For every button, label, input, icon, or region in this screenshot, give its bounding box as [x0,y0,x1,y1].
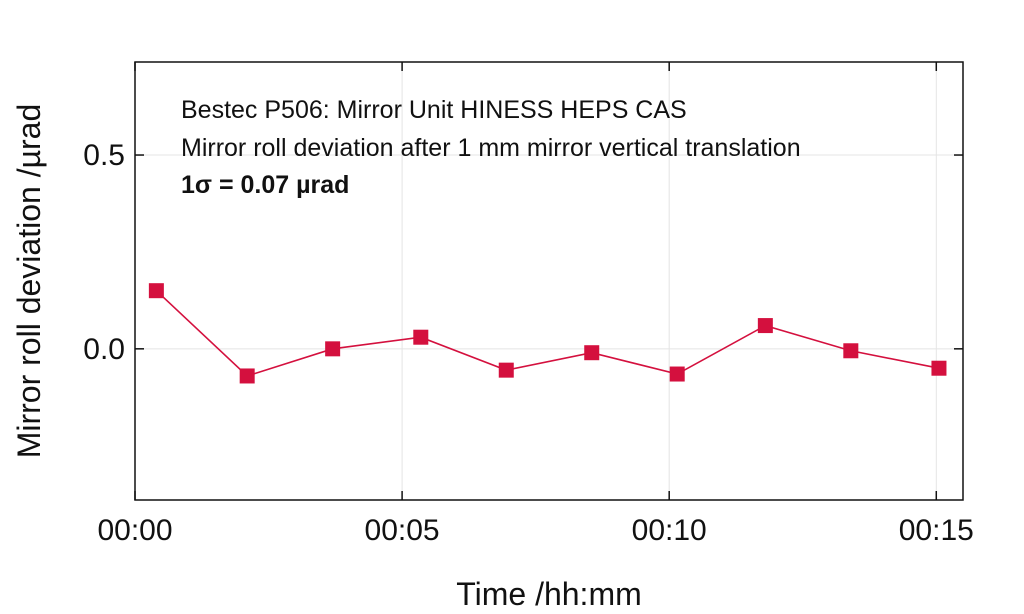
grid [134,62,963,500]
data-point-marker [239,368,255,384]
x-tick-label: 00:10 [632,514,707,547]
data-point-marker [148,283,164,299]
data-point-marker [931,360,947,376]
x-tick-label: 00:15 [899,514,974,547]
y-axis-label: Mirror roll deviation /µrad [11,104,47,459]
data-point-marker [325,341,341,357]
annotation-subtitle: Mirror roll deviation after 1 mm mirror … [181,134,801,162]
data-point-marker [498,362,514,378]
plot-frame [134,61,964,501]
annotation-sigma: 1σ = 0.07 µrad [181,171,349,199]
x-axis-label: Time /hh:mm [456,576,642,612]
annotation-title: Bestec P506: Mirror Unit HINESS HEPS CAS [181,96,687,124]
x-tick-label: 00:05 [365,514,440,547]
x-tick-label: 00:00 [97,514,172,547]
series-layer [148,283,947,384]
series-line [155,290,940,377]
data-point-marker [669,366,685,382]
y-tick-label: 0.0 [83,333,125,366]
y-tick-label: 0.5 [83,139,125,172]
axis-ticks: 00:00 00:05 00:10 00:15 0.0 0.5 [83,62,974,547]
data-point-marker [584,345,600,361]
data-point-marker [843,343,859,359]
data-point-marker [757,318,773,334]
data-point-marker [413,329,429,345]
